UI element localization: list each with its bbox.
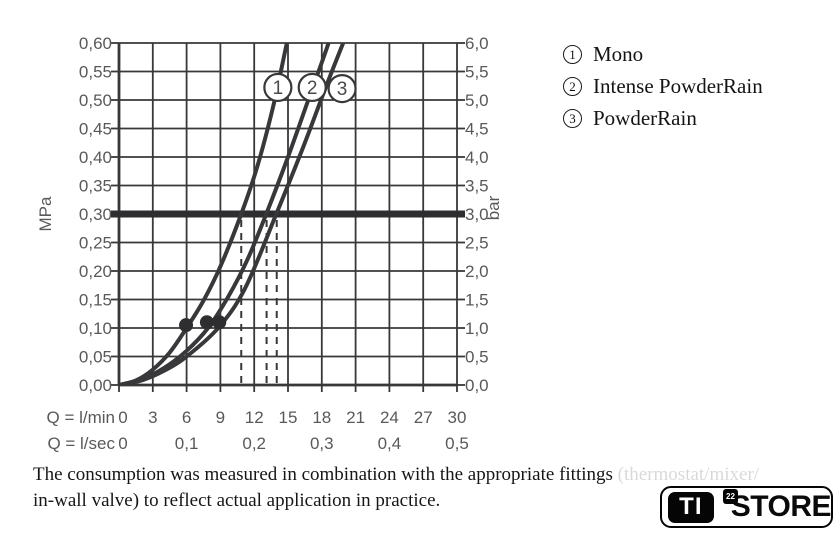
x-lmin-tick-label: 27 (414, 408, 433, 427)
x-lmin-tick-label: 30 (448, 408, 467, 427)
curve-label-number-2: 2 (307, 78, 318, 99)
caption-line-1-text: The consumption was measured in combinat… (33, 464, 618, 485)
legend-item-powderrain: 3 PowderRain (563, 106, 763, 130)
y-left-tick-label: 0,25 (79, 234, 112, 253)
legend-label-intense-powderrain: Intense PowderRain (593, 74, 763, 98)
logo-store-text: STORE (730, 490, 832, 523)
y-left-tick-label: 0,55 (79, 63, 112, 82)
y-right-tick-label: 3,5 (465, 177, 489, 196)
flow-pressure-chart: 0,60 6,00,55 5,50,50 5,00,45 4,50,40 4,00,35 3… (36, 34, 503, 453)
y-right-tick-label: 2,0 (465, 262, 489, 281)
y-right-tick-label: 1,5 (465, 291, 489, 310)
caption: The consumption was measured in combinat… (33, 462, 833, 514)
measure-dot-1 (179, 318, 194, 333)
curve-label-circle-2 (297, 72, 327, 103)
y-left-tick-label: 0,15 (79, 291, 112, 310)
y-axis-unit-mpa: MPa (36, 196, 55, 232)
x-lmin-tick-label: 15 (279, 408, 298, 427)
y-left-tick-label: 0,50 (79, 91, 112, 110)
x-lmin-tick-label: 6 (182, 408, 191, 427)
y-right-tick-label: 3,0 (465, 205, 489, 224)
x-lmin-tick-label: 3 (148, 408, 157, 427)
y-right-tick-label: 2,5 (465, 234, 489, 253)
measure-dot-2 (199, 315, 214, 330)
y-right-tick-label: 4,5 (465, 120, 489, 139)
y-left-tick-label: 0,60 (79, 34, 112, 53)
x-lmin-tick-label: 0 (118, 408, 127, 427)
curve-label-number-3: 3 (337, 79, 348, 100)
legend: 1 Mono 2 Intense PowderRain 3 PowderRain (563, 42, 763, 140)
y-right-tick-label: 0,0 (465, 376, 489, 395)
y-left-tick-label: 0,30 (79, 205, 112, 224)
caption-line-2: in-wall valve) to reflect actual applica… (33, 490, 441, 511)
y-right-tick-label: 6,0 (465, 34, 489, 53)
curve-3 (118, 43, 346, 385)
y-left-tick-label: 0,35 (79, 177, 112, 196)
x-lmin-tick-label: 9 (216, 408, 225, 427)
y-right-tick-label: 5,5 (465, 63, 489, 82)
legend-number-2-icon: 2 (563, 77, 582, 96)
y-left-tick-label: 0,05 (79, 348, 112, 367)
legend-item-mono: 1 Mono (563, 42, 763, 66)
x-lmin-tick-label: 21 (346, 408, 365, 427)
y-right-tick-label: 0,5 (465, 348, 489, 367)
y-right-tick-label: 1,0 (465, 319, 489, 338)
legend-number-1-icon: 1 (563, 45, 582, 64)
x-axis-header-lsec: Q = l/sec (47, 434, 115, 453)
legend-label-powderrain: PowderRain (593, 106, 697, 130)
x-lsec-tick-label: 0,2 (242, 434, 266, 453)
caption-line-1: The consumption was measured in combinat… (33, 462, 833, 488)
y-axis-unit-bar: bar (484, 195, 503, 220)
y-left-tick-label: 0,10 (79, 319, 112, 338)
legend-item-intense-powderrain: 2 Intense PowderRain (563, 74, 763, 98)
logo-superscript-badge: 22 (723, 489, 738, 504)
ti-store-logo: TI 22 STORE (660, 486, 833, 528)
logo-ti-badge: TI (668, 491, 714, 523)
x-lmin-tick-label: 24 (380, 408, 399, 427)
caption-line-1-faded-text: (thermostat/mixer/ (617, 464, 760, 485)
y-left-tick-label: 0,45 (79, 120, 112, 139)
x-lsec-tick-label: 0,3 (310, 434, 334, 453)
y-right-tick-label: 5,0 (465, 91, 489, 110)
x-lmin-tick-label: 12 (245, 408, 264, 427)
y-left-tick-label: 0,00 (79, 376, 112, 395)
curve-label-circle-1 (263, 72, 293, 103)
x-lsec-tick-label: 0 (118, 434, 127, 453)
x-lsec-tick-label: 0,4 (378, 434, 402, 453)
measure-dot-3 (212, 315, 227, 330)
curve-label-number-1: 1 (273, 78, 284, 99)
x-lsec-tick-label: 0,5 (445, 434, 469, 453)
x-lmin-tick-label: 18 (312, 408, 331, 427)
legend-label-mono: Mono (593, 42, 644, 66)
y-left-tick-label: 0,20 (79, 262, 112, 281)
x-axis-header-lmin: Q = l/min (47, 408, 116, 427)
curve-label-circle-3 (327, 73, 357, 104)
x-lsec-tick-label: 0,1 (175, 434, 199, 453)
y-right-tick-label: 4,0 (465, 148, 489, 167)
y-left-tick-label: 0,40 (79, 148, 112, 167)
legend-number-3-icon: 3 (563, 109, 582, 128)
